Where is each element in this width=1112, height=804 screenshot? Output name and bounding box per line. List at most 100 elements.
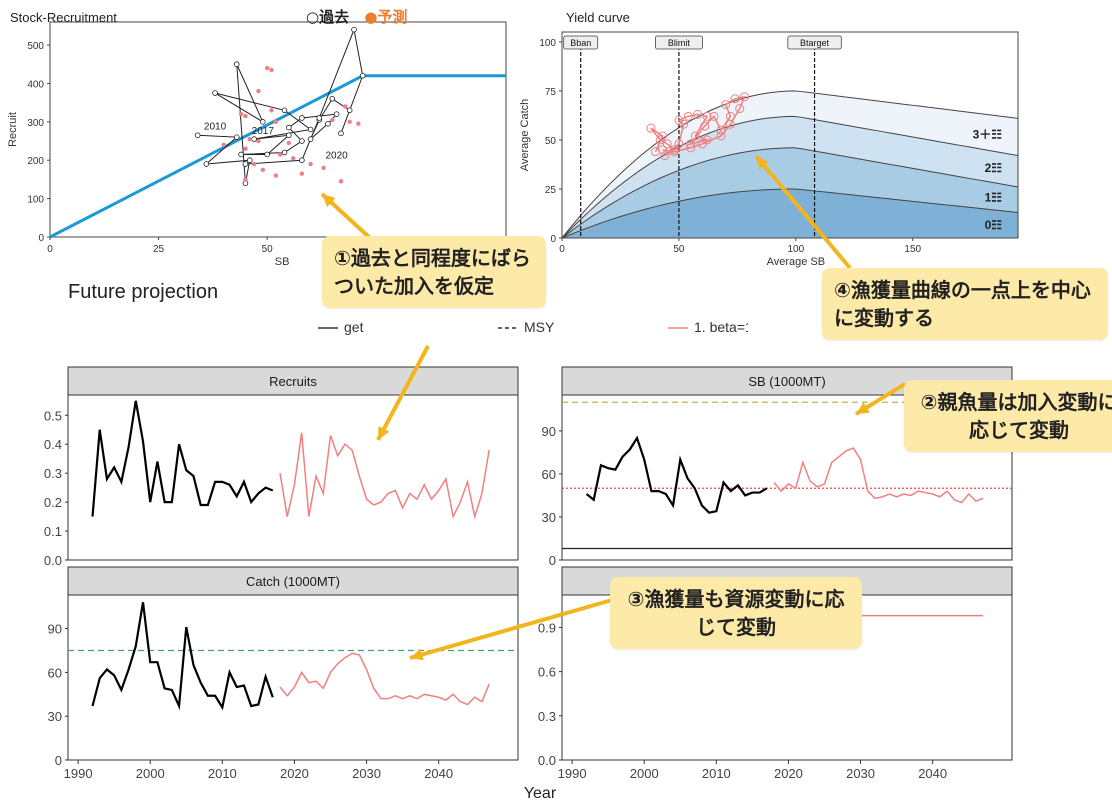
sr-past-point bbox=[307, 136, 314, 142]
x-tick-label: 1990 bbox=[64, 766, 93, 781]
sr-ytick-label: 500 bbox=[27, 41, 44, 52]
sr-predicted-point bbox=[338, 179, 344, 184]
callout-1: ①過去と同程度にばらついた加入を仮定 bbox=[322, 236, 546, 308]
sr-past-point bbox=[325, 120, 331, 127]
sr-past-point bbox=[242, 161, 249, 167]
yc-xtick-label: 150 bbox=[904, 244, 921, 255]
yc-trajectory-point bbox=[662, 139, 672, 149]
sr-predicted-point bbox=[343, 104, 348, 109]
facet-title: SB (1000MT) bbox=[748, 374, 825, 389]
sr-year-annotation: 2017 bbox=[252, 126, 275, 137]
yc-trajectory-point bbox=[697, 139, 707, 149]
facet-past-series bbox=[91, 400, 274, 517]
legend-past: ○過去 bbox=[306, 8, 350, 26]
yc-trajectory-point bbox=[683, 111, 693, 121]
sr-ytick-label: 200 bbox=[27, 156, 44, 167]
sr-past-point bbox=[233, 134, 240, 140]
callout-4: ④漁獲量曲線の一点上を中心に変動する bbox=[822, 268, 1108, 340]
sr-predicted-point bbox=[256, 88, 261, 94]
sr-past-point bbox=[286, 132, 292, 139]
facet-ytick-label: 0.2 bbox=[44, 495, 62, 510]
facet-frame bbox=[67, 594, 519, 761]
sr-predicted-point bbox=[243, 146, 248, 151]
arrow-callout-3-head bbox=[410, 648, 424, 661]
x-tick-label: 2000 bbox=[630, 766, 659, 781]
sr-year-annotation: 2020 bbox=[326, 150, 349, 161]
sr-past-point bbox=[264, 151, 270, 158]
callout-2: ②親魚量は加入変動に応じて変動 bbox=[904, 380, 1112, 452]
facet-past-series bbox=[91, 602, 274, 711]
yc-trajectory-point bbox=[674, 139, 684, 149]
yc-ref-label: Blimit bbox=[668, 38, 690, 48]
sr-past-point bbox=[316, 115, 323, 121]
callout-3: ③漁獲量も資源変動に応じて変動 bbox=[610, 577, 862, 649]
arrow-callout-1-down bbox=[376, 345, 430, 441]
sr-past-point bbox=[251, 136, 257, 142]
legend-label: MSY bbox=[524, 319, 555, 335]
sr-past-point bbox=[299, 138, 305, 144]
sr-past-point bbox=[329, 95, 336, 102]
facet-ytick-label: 0.4 bbox=[44, 437, 62, 452]
yc-trajectory-point bbox=[709, 111, 719, 121]
sr-predicted-point bbox=[247, 136, 252, 142]
yc-ytick-label: 75 bbox=[545, 87, 557, 98]
yc-trajectory-point bbox=[725, 119, 735, 129]
yc-ylabel: Average Catch bbox=[519, 99, 531, 172]
yc-ytick-label: 25 bbox=[545, 185, 557, 196]
facet-ytick-label: 0.6 bbox=[538, 665, 556, 680]
sr-year-annotation: 2010 bbox=[204, 122, 227, 133]
facet-ytick-label: 0.0 bbox=[44, 553, 62, 568]
sr-predicted-point bbox=[269, 108, 274, 113]
yc-band-label: 3＋☷ bbox=[973, 127, 1003, 141]
facet-strip bbox=[67, 366, 519, 396]
yc-trajectory-point bbox=[669, 147, 679, 157]
facet-ytick-label: 0 bbox=[55, 753, 62, 768]
sr-predicted-point bbox=[264, 65, 270, 71]
sr-predicted-point bbox=[260, 167, 265, 173]
section-title: Future projection bbox=[68, 281, 219, 303]
yc-trajectory-point bbox=[655, 135, 665, 145]
yc-trajectory-point bbox=[721, 100, 731, 110]
projection-legend-svg: get MSY 1. beta=1.3 bbox=[318, 319, 765, 335]
sr-predicted-point bbox=[273, 119, 279, 125]
yc-trajectory-point bbox=[674, 115, 684, 125]
yc-trajectory-point bbox=[716, 125, 726, 135]
arrow-callout-4-head bbox=[756, 156, 769, 170]
yc-ytick-label: 0 bbox=[550, 234, 556, 245]
sr-frame bbox=[49, 21, 507, 238]
sr-predicted-point bbox=[347, 119, 352, 125]
yc-trajectory-point bbox=[686, 139, 696, 149]
legend-label: 1. beta=1.3 bbox=[694, 319, 748, 335]
sr-predicted-point bbox=[356, 121, 361, 126]
sr-past-point bbox=[203, 161, 210, 167]
sr-past-point bbox=[338, 130, 344, 137]
sr-predicted-point bbox=[321, 165, 326, 171]
yc-trajectory-point bbox=[739, 92, 749, 102]
sr-past-point bbox=[346, 107, 353, 114]
yc-trajectory-point bbox=[646, 123, 656, 133]
facet-ytick-label: 0.3 bbox=[538, 709, 556, 724]
sr-past-point bbox=[286, 124, 292, 131]
sr-predicted-point bbox=[291, 156, 296, 161]
yc-xlabel: Average SB bbox=[767, 256, 826, 268]
x-tick-label: 2040 bbox=[918, 766, 947, 781]
sr-predicted-point bbox=[243, 177, 248, 182]
sr-past-point bbox=[333, 111, 340, 117]
yc-trajectory-point bbox=[702, 111, 712, 121]
sr-past-point bbox=[307, 126, 314, 133]
facet-ytick-label: 0.1 bbox=[44, 524, 62, 539]
yc-ref-box bbox=[787, 35, 842, 50]
yc-trajectory-point bbox=[660, 151, 670, 161]
sr-past-point bbox=[351, 26, 357, 33]
top-legend: ○過去 ●予測 bbox=[306, 6, 407, 27]
sr-past-point bbox=[212, 90, 218, 96]
yc-xtick-label: 100 bbox=[788, 244, 805, 255]
arrow-callout-1-down-head bbox=[378, 426, 390, 440]
facet-predicted-series bbox=[279, 432, 490, 520]
facet-ytick-label: 0.5 bbox=[44, 408, 62, 423]
legend-label: get bbox=[344, 319, 364, 335]
facet-ytick-label: 90 bbox=[542, 424, 556, 439]
sr-past-point bbox=[281, 107, 288, 114]
sr-past-path bbox=[197, 27, 364, 184]
